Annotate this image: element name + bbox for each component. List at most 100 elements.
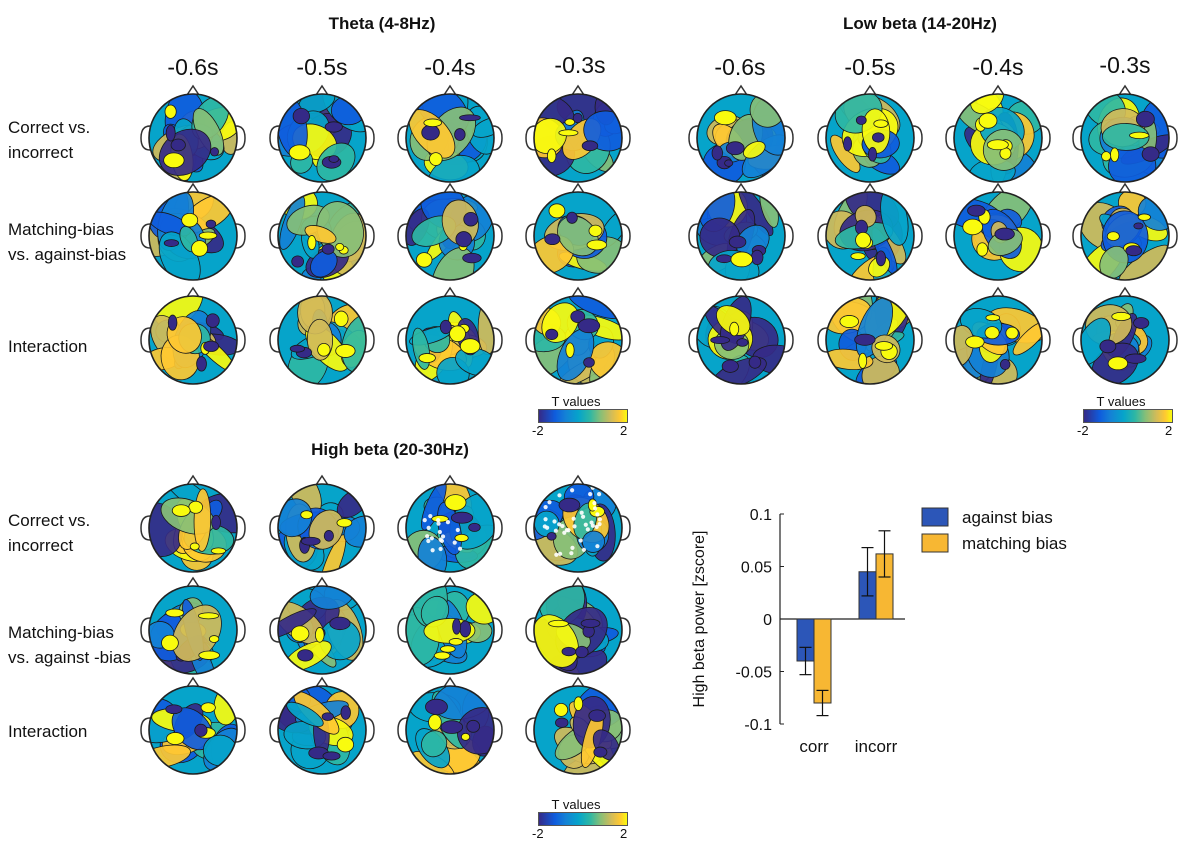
- nose: [571, 84, 585, 96]
- ear-left: [1072, 327, 1083, 353]
- head-outline: [953, 93, 1043, 183]
- contour-region: [986, 139, 1009, 151]
- ear-right: [364, 617, 375, 643]
- y-tick-label: -0.05: [736, 665, 773, 682]
- contour-region: [165, 704, 183, 715]
- nose: [863, 84, 877, 96]
- topography-head: [1072, 182, 1178, 281]
- contour-region: [534, 510, 560, 538]
- contour-region: [985, 314, 1001, 322]
- ear-left: [140, 515, 151, 541]
- y-tick-label: 0.05: [741, 560, 772, 577]
- ear-right: [620, 717, 631, 743]
- colorbar-gradient: [538, 812, 628, 826]
- contour-region: [1129, 131, 1150, 140]
- high-beta-bar-chart: 0.1 0.05 0 -0.05 -0.1 High beta power [zscore…: [691, 507, 1067, 756]
- contour-region: [710, 336, 731, 345]
- contour-region: [340, 705, 351, 720]
- contour-region: [875, 250, 886, 267]
- contour-region: [448, 638, 464, 646]
- significance-marker: [552, 519, 557, 524]
- contour-region: [297, 649, 314, 662]
- ear-right: [1167, 327, 1178, 353]
- contour-region: [994, 227, 1015, 241]
- contour-region: [197, 612, 220, 620]
- head-outline: [277, 483, 367, 573]
- ear-left: [397, 327, 408, 353]
- contour-region: [418, 353, 436, 364]
- contour-region: [1141, 146, 1160, 162]
- contour-region: [203, 340, 220, 352]
- significance-marker: [422, 518, 427, 523]
- topography-head: [817, 286, 923, 385]
- topography-head: [269, 474, 375, 573]
- ear-right: [235, 515, 246, 541]
- contour-region: [440, 645, 456, 653]
- significance-marker: [580, 514, 586, 519]
- contour-region: [850, 252, 866, 260]
- nose: [443, 84, 457, 96]
- significance-marker: [547, 500, 552, 505]
- y-tick-label: -0.1: [744, 717, 772, 734]
- ear-right: [235, 223, 246, 249]
- contour-region: [554, 702, 569, 717]
- contour-region: [171, 504, 191, 517]
- contour-region: [580, 618, 601, 628]
- nose: [734, 286, 748, 298]
- head-outline: [405, 191, 495, 281]
- low-beta-time-label: -0.4s: [972, 54, 1024, 80]
- ear-right: [1040, 327, 1051, 353]
- contour-region: [558, 129, 579, 137]
- contour-region: [561, 646, 577, 657]
- ear-right: [364, 125, 375, 151]
- significance-marker: [581, 547, 587, 552]
- nose: [443, 576, 457, 588]
- contour-region: [336, 518, 353, 528]
- ear-left: [817, 125, 828, 151]
- contour-region: [449, 325, 466, 343]
- topography-head: [817, 182, 923, 281]
- nose: [186, 286, 200, 298]
- contour-region: [1107, 356, 1129, 371]
- ear-left: [269, 125, 280, 151]
- nose: [443, 182, 457, 194]
- significance-marker: [438, 546, 443, 552]
- contour-region: [730, 251, 753, 268]
- nose: [1118, 84, 1132, 96]
- contour-region: [335, 344, 356, 358]
- contour-region: [724, 159, 734, 167]
- ear-left: [269, 327, 280, 353]
- ear-left: [945, 327, 956, 353]
- contour-region: [854, 333, 876, 346]
- nose: [1118, 182, 1132, 194]
- low-beta-time-label: -0.3s: [1099, 52, 1151, 78]
- colorbar-max: 2: [620, 826, 628, 841]
- contour-region: [460, 732, 471, 741]
- contour-region: [450, 511, 474, 524]
- contour-region: [330, 95, 366, 126]
- head-outline: [405, 93, 495, 183]
- significance-marker: [455, 527, 460, 533]
- significance-marker: [571, 516, 576, 521]
- contour-region: [588, 224, 603, 237]
- head-outline: [148, 191, 238, 281]
- contour-region: [566, 211, 578, 224]
- contour-region: [310, 250, 338, 278]
- significance-marker: [579, 510, 584, 515]
- contour-region: [588, 709, 606, 722]
- nose: [315, 474, 329, 486]
- ear-right: [492, 125, 503, 151]
- contour-region: [593, 746, 608, 758]
- contour-region: [976, 242, 989, 257]
- ear-right: [1167, 125, 1178, 151]
- ear-left: [269, 617, 280, 643]
- ear-left: [688, 125, 699, 151]
- ear-left: [397, 223, 408, 249]
- topography-head: [525, 576, 631, 675]
- ear-left: [525, 717, 536, 743]
- contour-region: [725, 141, 745, 156]
- head-outline: [533, 483, 623, 573]
- contour-region: [586, 239, 608, 251]
- ear-left: [525, 125, 536, 151]
